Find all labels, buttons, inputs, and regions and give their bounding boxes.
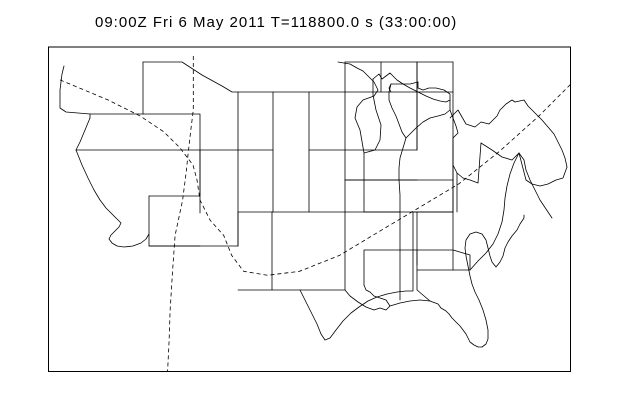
- svg-text:09:00Z Fri 6 May 2011 T=: 09:00Z Fri 6 May 2011 T=118800.0 s (33:0…: [95, 14, 457, 31]
